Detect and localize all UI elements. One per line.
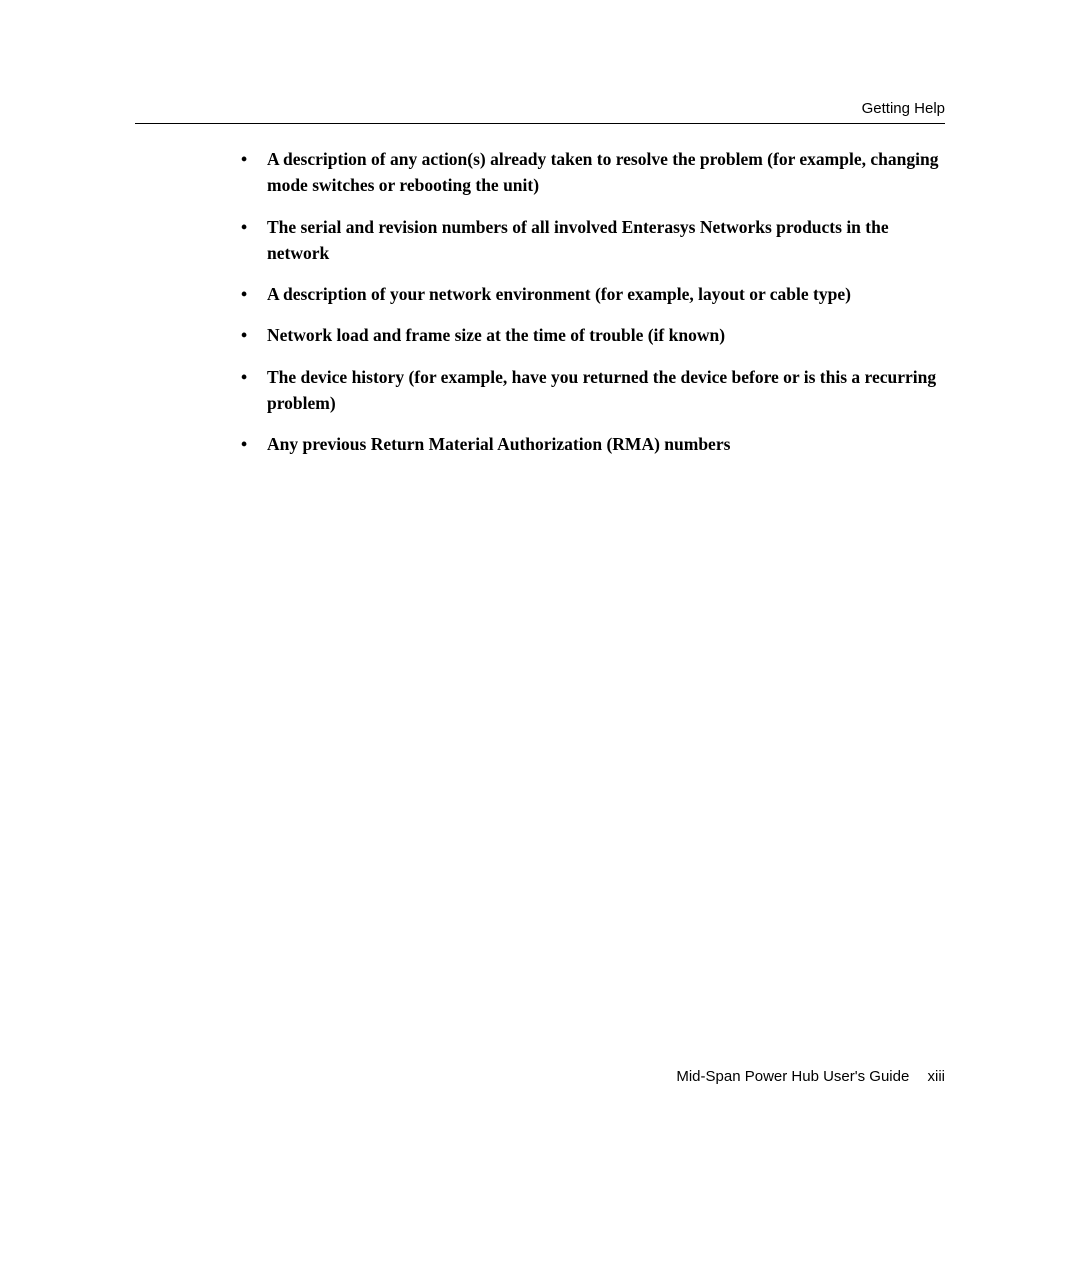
list-item: • A description of your network environm… xyxy=(235,281,945,307)
list-item: • The device history (for example, have … xyxy=(235,364,945,417)
bullet-text: Any previous Return Material Authorizati… xyxy=(267,431,945,457)
bullet-text: A description of your network environmen… xyxy=(267,281,945,307)
page-footer: Mid-Span Power Hub User's Guide xiii xyxy=(676,1068,945,1085)
bullet-marker: • xyxy=(235,214,267,267)
document-page: Getting Help • A description of any acti… xyxy=(0,0,1080,1270)
bullet-text: The device history (for example, have yo… xyxy=(267,364,945,417)
bullet-marker: • xyxy=(235,322,267,348)
bullet-marker: • xyxy=(235,431,267,457)
content-area: • A description of any action(s) already… xyxy=(135,146,945,457)
bullet-text: A description of any action(s) already t… xyxy=(267,146,945,199)
section-title: Getting Help xyxy=(862,100,945,117)
bullet-marker: • xyxy=(235,281,267,307)
bullet-marker: • xyxy=(235,364,267,417)
bullet-text: Network load and frame size at the time … xyxy=(267,322,945,348)
list-item: • Any previous Return Material Authoriza… xyxy=(235,431,945,457)
bullet-marker: • xyxy=(235,146,267,199)
list-item: • A description of any action(s) already… xyxy=(235,146,945,199)
footer-doc-title: Mid-Span Power Hub User's Guide xyxy=(676,1068,909,1085)
bullet-text: The serial and revision numbers of all i… xyxy=(267,214,945,267)
list-item: • Network load and frame size at the tim… xyxy=(235,322,945,348)
page-header: Getting Help xyxy=(135,100,945,124)
list-item: • The serial and revision numbers of all… xyxy=(235,214,945,267)
bullet-list: • A description of any action(s) already… xyxy=(235,146,945,457)
footer-page-number: xiii xyxy=(928,1068,946,1085)
